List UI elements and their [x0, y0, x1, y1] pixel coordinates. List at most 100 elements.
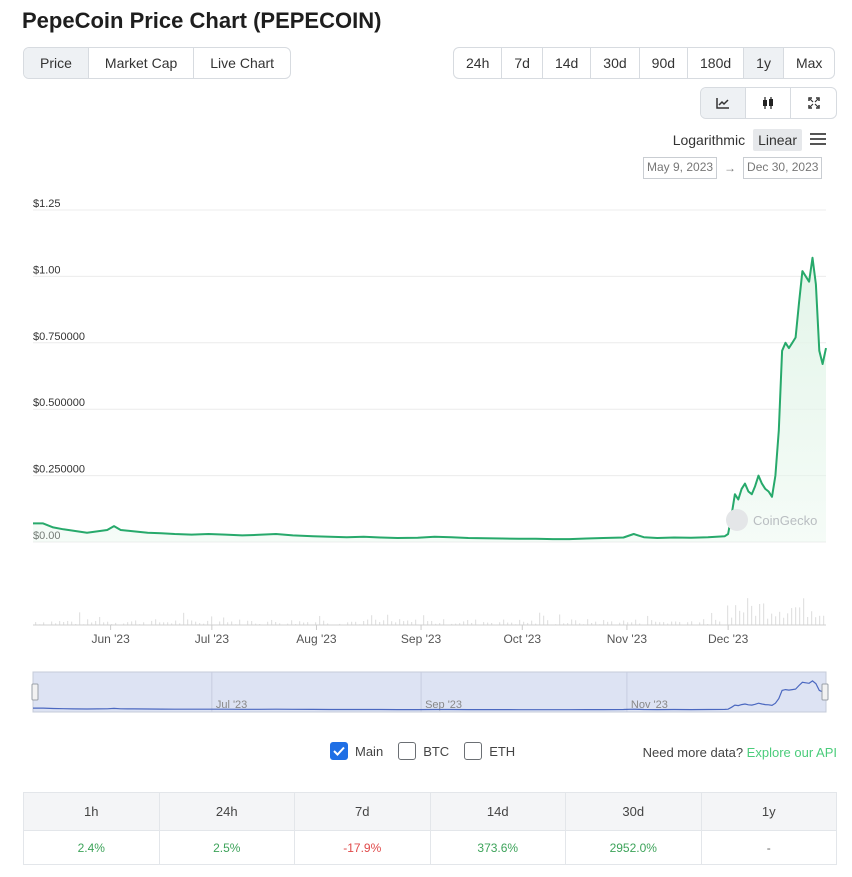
- date-from-input[interactable]: May 9, 2023: [643, 157, 718, 179]
- volume-bar: [391, 621, 393, 625]
- volume-bar: [67, 620, 69, 625]
- volume-bar: [543, 615, 545, 625]
- volume-bar: [603, 620, 605, 625]
- volume-bar: [443, 619, 445, 625]
- linear-scale-option[interactable]: Linear: [753, 129, 802, 151]
- volume-bar: [431, 620, 433, 625]
- volume-bar: [151, 620, 153, 625]
- volume-bar: [631, 622, 633, 625]
- volume-bar: [567, 623, 569, 625]
- volume-bar: [163, 622, 165, 625]
- volume-bar: [371, 615, 373, 625]
- volume-bar: [707, 623, 709, 625]
- volume-bar: [743, 612, 745, 625]
- volume-bar: [587, 619, 589, 625]
- volume-bar: [387, 614, 389, 625]
- date-to-input[interactable]: Dec 30, 2023: [743, 157, 823, 179]
- volume-bar: [207, 620, 209, 625]
- volume-bar: [675, 621, 677, 625]
- range-30d-button[interactable]: 30d: [591, 48, 640, 78]
- volume-bar: [43, 622, 45, 625]
- volume-bar: [627, 622, 629, 625]
- performance-value-row: 2.4% 2.5% -17.9% 373.6% 2952.0% -: [23, 830, 837, 865]
- time-range-selector: 24h 7d 14d 30d 90d 180d 1y Max: [453, 47, 836, 79]
- volume-bar: [427, 621, 429, 625]
- x-tick-label: Aug '23: [296, 632, 337, 646]
- header-24h: 24h: [158, 792, 295, 831]
- x-tick-label: Sep '23: [401, 632, 442, 646]
- volume-bar: [475, 619, 477, 625]
- volume-bar: [287, 623, 289, 625]
- volume-bar: [239, 619, 241, 625]
- volume-bar: [651, 620, 653, 625]
- tab-market-cap[interactable]: Market Cap: [89, 48, 195, 78]
- range-7d-button[interactable]: 7d: [502, 48, 543, 78]
- navigator-tick-label: Sep '23: [425, 699, 462, 711]
- volume-bar: [327, 623, 329, 625]
- volume-bar: [55, 623, 57, 625]
- volume-bar: [135, 620, 137, 625]
- logarithmic-scale-option[interactable]: Logarithmic: [672, 132, 746, 148]
- tab-live-chart[interactable]: Live Chart: [210, 55, 275, 71]
- checkbox-icon[interactable]: [398, 742, 417, 760]
- volume-bar: [199, 623, 201, 625]
- volume-bar: [563, 623, 565, 625]
- volume-bar: [819, 615, 821, 625]
- volume-bar: [211, 616, 213, 625]
- volume-bar: [351, 621, 353, 625]
- value-1y: -: [700, 830, 837, 865]
- volume-bar: [375, 619, 377, 625]
- line-chart-button[interactable]: [701, 88, 746, 118]
- range-90d-button[interactable]: 90d: [640, 48, 689, 78]
- tab-price[interactable]: Price: [24, 48, 89, 78]
- explore-api-link[interactable]: Explore our API: [746, 745, 837, 760]
- expand-icon: [807, 97, 820, 109]
- range-max-button[interactable]: Max: [795, 55, 823, 71]
- volume-bar: [739, 610, 741, 625]
- volume-bar: [219, 621, 221, 625]
- volume-bar: [647, 615, 649, 625]
- x-tick-label: Dec '23: [708, 632, 749, 646]
- volume-bar: [767, 618, 769, 625]
- range-1y-button[interactable]: 1y: [744, 48, 784, 78]
- volume-bar: [787, 613, 789, 625]
- coingecko-watermark: CoinGecko: [726, 509, 817, 531]
- eth-series-label: ETH: [489, 743, 516, 759]
- range-180d-button[interactable]: 180d: [688, 48, 745, 78]
- volume-bar: [775, 616, 777, 625]
- eth-series-toggle[interactable]: ETH: [464, 742, 515, 760]
- volume-bar: [115, 622, 117, 625]
- candlestick-button[interactable]: [746, 88, 791, 118]
- volume-bar: [435, 623, 437, 625]
- range-24h-button[interactable]: 24h: [454, 48, 503, 78]
- volume-bar: [99, 616, 101, 625]
- range-14d-button[interactable]: 14d: [543, 48, 592, 78]
- checkbox-checked-icon[interactable]: [330, 742, 348, 760]
- more-data: Need more data? Explore our API: [643, 745, 837, 760]
- navigator-handle[interactable]: [821, 683, 829, 701]
- navigator-handle[interactable]: [31, 683, 39, 701]
- x-tick-label: Oct '23: [503, 632, 541, 646]
- fullscreen-button[interactable]: [791, 88, 836, 118]
- volume-bar: [711, 612, 713, 625]
- volume-bar: [367, 619, 369, 625]
- volume-bar: [175, 620, 177, 625]
- volume-bar: [499, 622, 501, 625]
- volume-bar: [491, 623, 493, 625]
- volume-bar: [415, 619, 417, 625]
- price-chart: $0.00$0.250000$0.500000$0.750000$1.00$1.…: [31, 198, 829, 713]
- volume-bar: [799, 607, 801, 625]
- navigator-window: [32, 671, 827, 713]
- main-series-toggle[interactable]: Main: [330, 742, 383, 760]
- checkbox-icon[interactable]: [464, 742, 483, 760]
- hamburger-menu-icon[interactable]: [810, 132, 826, 149]
- y-tick-label: $0.500000: [33, 397, 85, 409]
- volume-bar: [171, 623, 173, 625]
- volume-bar: [95, 620, 97, 625]
- volume-bar: [731, 617, 733, 625]
- volume-bar: [703, 619, 705, 625]
- value-1h: 2.4%: [23, 830, 160, 865]
- volume-bar: [719, 621, 721, 625]
- btc-series-toggle[interactable]: BTC: [398, 742, 449, 760]
- volume-bar: [407, 620, 409, 625]
